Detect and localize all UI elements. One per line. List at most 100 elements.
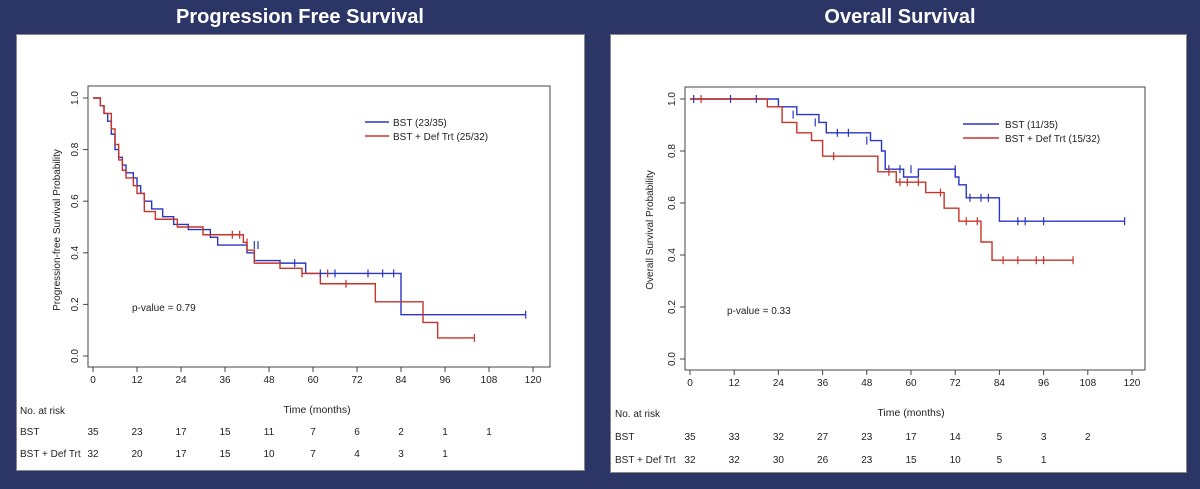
at-risk-value-bst: 11 (264, 427, 275, 438)
km-line-bst-def-trt (93, 97, 475, 339)
at-risk-value-bst: 35 (684, 432, 696, 443)
x-tick-label: 60 (905, 378, 917, 389)
at-risk-value-bst-def-trt: 32 (87, 449, 99, 460)
at-risk-value-bst: 33 (729, 432, 741, 443)
y-tick-label: 0.8 (667, 144, 678, 158)
at-risk-value-bst-def-trt: 10 (263, 449, 275, 460)
os-risk-row-label-bst-def-trt: BST + Def Trt (615, 455, 676, 466)
at-risk-value-bst: 1 (442, 427, 448, 438)
x-tick-label: 36 (817, 378, 829, 389)
x-tick-label: 48 (263, 375, 275, 386)
y-tick-label: 0.2 (70, 297, 81, 311)
at-risk-value-bst: 23 (861, 432, 873, 443)
os-risk-row-label-bst: BST (615, 432, 634, 443)
x-tick-label: 24 (175, 375, 187, 386)
plot-frame (87, 85, 551, 368)
at-risk-value-bst: 7 (310, 427, 316, 438)
os-y-axis-label: Overall Survival Probability (645, 170, 656, 290)
x-tick-label: 108 (481, 375, 498, 386)
y-tick-label: 0.4 (70, 245, 81, 259)
at-risk-value-bst: 23 (131, 427, 143, 438)
at-risk-value-bst-def-trt: 15 (905, 455, 917, 466)
x-tick-label: 120 (525, 375, 542, 386)
y-tick-label: 0.0 (667, 352, 678, 366)
x-tick-label: 108 (1079, 378, 1096, 389)
y-tick-label: 0.4 (667, 248, 678, 262)
x-tick-label: 96 (439, 375, 451, 386)
at-risk-value-bst: 17 (905, 432, 917, 443)
at-risk-value-bst-def-trt: 15 (219, 449, 231, 460)
at-risk-value-bst: 35 (87, 427, 99, 438)
at-risk-value-bst-def-trt: 4 (354, 449, 360, 460)
at-risk-value-bst: 2 (398, 427, 404, 438)
pfs-risk-row-label-bst: BST (20, 427, 39, 438)
x-tick-label: 36 (219, 375, 231, 386)
y-tick-label: 1.0 (667, 92, 678, 106)
at-risk-value-bst-def-trt: 23 (861, 455, 873, 466)
at-risk-value-bst: 27 (817, 432, 829, 443)
at-risk-value-bst: 3 (1041, 432, 1047, 443)
pfs-pvalue: p-value = 0.79 (132, 303, 196, 314)
km-line-bst-def-trt (690, 98, 1074, 261)
at-risk-value-bst-def-trt: 26 (817, 455, 829, 466)
x-tick-label: 120 (1124, 378, 1141, 389)
x-tick-label: 60 (307, 375, 319, 386)
x-tick-label: 24 (773, 378, 785, 389)
km-line-bst (690, 98, 1125, 222)
x-tick-label: 84 (994, 378, 1006, 389)
at-risk-value-bst-def-trt: 17 (175, 449, 187, 460)
x-tick-label: 12 (131, 375, 143, 386)
os-pvalue: p-value = 0.33 (727, 306, 791, 317)
x-tick-label: 12 (729, 378, 741, 389)
at-risk-value-bst: 6 (354, 427, 360, 438)
pfs-panel-title: Progression Free Survival (176, 6, 424, 28)
y-tick-label: 0.6 (667, 196, 678, 210)
at-risk-value-bst: 1 (486, 427, 492, 438)
at-risk-value-bst: 15 (219, 427, 231, 438)
at-risk-value-bst: 14 (950, 432, 962, 443)
os-panel-title: Overall Survival (824, 6, 976, 28)
y-tick-label: 0.6 (70, 194, 81, 208)
x-tick-label: 0 (90, 375, 96, 386)
at-risk-value-bst-def-trt: 5 (997, 455, 1003, 466)
y-tick-label: 1.0 (70, 91, 81, 105)
x-tick-label: 96 (1038, 378, 1050, 389)
km-line-bst (93, 97, 526, 316)
at-risk-value-bst: 2 (1085, 432, 1091, 443)
at-risk-value-bst-def-trt: 1 (442, 449, 448, 460)
os-chart-panel: 0 12 24 36 48 60 72 84 96 108 120 0.0 0.2 0.4 0.6 0.8 1.… (610, 34, 1187, 473)
legend-label-bst: BST (23/35) (393, 118, 447, 129)
pfs-chart-panel: 0 12 24 36 48 60 72 84 96 108 120 0.0 0.2 0.4 0.6 0.8 1.… (16, 34, 585, 471)
pfs-chart: 0 12 24 36 48 60 72 84 96 108 1200.00.20.40.60.81.… (20, 85, 551, 460)
x-tick-label: 72 (950, 378, 962, 389)
x-tick-label: 72 (351, 375, 363, 386)
y-tick-label: 0.2 (667, 300, 678, 314)
at-risk-value-bst-def-trt: 32 (684, 455, 696, 466)
x-tick-label: 84 (395, 375, 407, 386)
os-chart: 0 12 24 36 48 60 72 84 96 108 1200.00.20.40.60.81.… (615, 86, 1146, 466)
at-risk-value-bst-def-trt: 32 (729, 455, 741, 466)
at-risk-value-bst-def-trt: 30 (773, 455, 785, 466)
os-x-axis-label: Time (months) (877, 407, 944, 419)
pfs-risk-header: No. at risk (20, 406, 66, 417)
plot-frame (684, 86, 1146, 371)
x-tick-label: 48 (861, 378, 873, 389)
legend-label-bst-def-trt: BST + Def Trt (25/32) (393, 132, 488, 143)
at-risk-value-bst-def-trt: 20 (131, 449, 143, 460)
at-risk-value-bst-def-trt: 3 (398, 449, 404, 460)
x-tick-label: 0 (687, 378, 693, 389)
at-risk-value-bst: 32 (773, 432, 785, 443)
at-risk-value-bst-def-trt: 7 (310, 449, 316, 460)
at-risk-value-bst-def-trt: 1 (1041, 455, 1047, 466)
at-risk-value-bst: 5 (997, 432, 1003, 443)
legend-label-bst: BST (11/35) (1005, 120, 1058, 131)
y-tick-label: 0.0 (70, 349, 81, 363)
at-risk-value-bst: 17 (175, 427, 187, 438)
pfs-y-axis-label: Progression-free Survival Probability (52, 149, 63, 311)
at-risk-value-bst-def-trt: 10 (950, 455, 962, 466)
legend-label-bst-def-trt: BST + Def Trt (15/32) (1005, 134, 1100, 145)
y-tick-label: 0.8 (70, 142, 81, 156)
pfs-risk-row-label-bst-def-trt: BST + Def Trt (20, 449, 81, 460)
pfs-x-axis-label: Time (months) (283, 404, 350, 416)
os-risk-header: No. at risk (615, 409, 661, 420)
